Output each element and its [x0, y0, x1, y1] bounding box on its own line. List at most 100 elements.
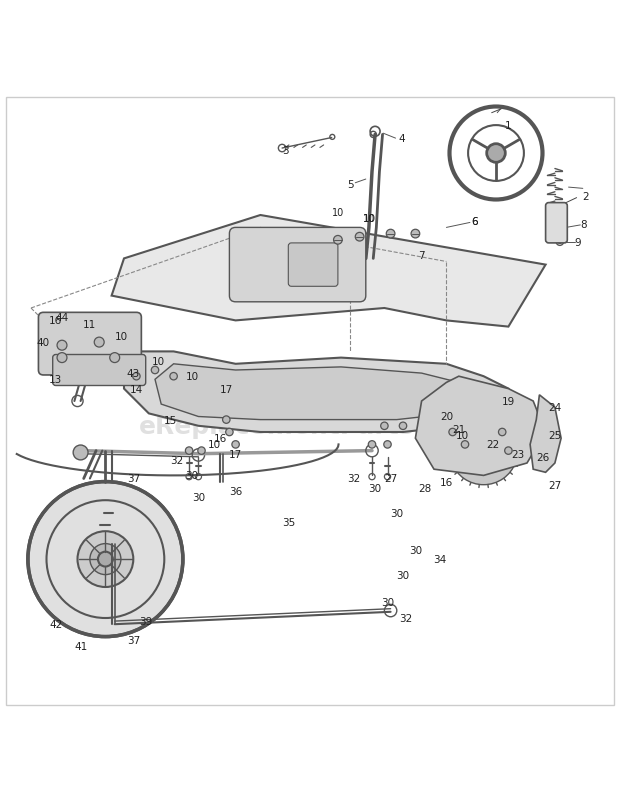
- Text: 28: 28: [418, 483, 432, 493]
- Text: 27: 27: [548, 480, 562, 490]
- Circle shape: [57, 353, 67, 363]
- Text: 30: 30: [381, 597, 394, 608]
- Text: 14: 14: [130, 384, 143, 394]
- Circle shape: [110, 353, 120, 363]
- Text: 16: 16: [213, 434, 227, 443]
- Circle shape: [185, 447, 193, 454]
- Circle shape: [399, 422, 407, 430]
- Circle shape: [368, 441, 376, 449]
- Text: 30: 30: [368, 483, 382, 493]
- Circle shape: [78, 532, 133, 587]
- Text: 1: 1: [505, 121, 511, 131]
- Text: 10: 10: [114, 332, 128, 341]
- Circle shape: [498, 429, 506, 436]
- Polygon shape: [124, 352, 508, 433]
- Text: 8: 8: [581, 220, 587, 230]
- Circle shape: [384, 441, 391, 449]
- Circle shape: [198, 447, 205, 454]
- Text: 10: 10: [332, 208, 344, 218]
- Text: 30: 30: [192, 492, 205, 503]
- Text: eReplacementParts.com: eReplacementParts.com: [138, 414, 482, 438]
- Text: 13: 13: [49, 375, 63, 385]
- Circle shape: [28, 482, 183, 637]
- Text: 25: 25: [548, 430, 562, 441]
- Text: 30: 30: [396, 570, 410, 580]
- Text: 16: 16: [440, 477, 453, 487]
- Circle shape: [73, 446, 88, 460]
- Text: 19: 19: [502, 397, 515, 406]
- Circle shape: [381, 422, 388, 430]
- Polygon shape: [415, 377, 546, 476]
- Circle shape: [223, 417, 230, 424]
- Text: 10: 10: [362, 214, 376, 224]
- Circle shape: [449, 429, 456, 436]
- Text: 34: 34: [433, 554, 447, 565]
- Circle shape: [411, 230, 420, 238]
- Text: 37: 37: [126, 474, 140, 484]
- Circle shape: [386, 230, 395, 238]
- Text: 10: 10: [151, 357, 165, 366]
- Text: 10: 10: [185, 372, 199, 381]
- Text: 5: 5: [347, 180, 353, 190]
- Text: 36: 36: [229, 487, 242, 496]
- Text: 30: 30: [390, 508, 404, 518]
- Text: 17: 17: [219, 384, 233, 394]
- Text: 44: 44: [55, 313, 69, 323]
- Text: 3: 3: [282, 145, 288, 156]
- Text: 27: 27: [384, 474, 397, 484]
- Text: 10: 10: [207, 440, 221, 450]
- Circle shape: [232, 441, 239, 449]
- Text: 9: 9: [575, 238, 581, 247]
- Text: 2: 2: [583, 192, 589, 202]
- FancyBboxPatch shape: [229, 228, 366, 303]
- FancyBboxPatch shape: [53, 355, 146, 386]
- Text: 10: 10: [455, 430, 469, 441]
- FancyBboxPatch shape: [546, 203, 567, 243]
- Text: 32: 32: [347, 474, 360, 484]
- Text: 17: 17: [229, 449, 242, 459]
- Text: 6: 6: [472, 217, 478, 227]
- Text: 41: 41: [74, 641, 87, 651]
- Circle shape: [334, 236, 342, 245]
- Text: 23: 23: [511, 449, 525, 459]
- Circle shape: [94, 338, 104, 348]
- Text: 16: 16: [49, 316, 63, 326]
- Circle shape: [90, 544, 121, 575]
- Text: 39: 39: [139, 617, 153, 626]
- FancyBboxPatch shape: [38, 313, 141, 376]
- Circle shape: [57, 340, 67, 351]
- Text: 20: 20: [440, 412, 453, 422]
- Circle shape: [461, 441, 469, 449]
- Text: 43: 43: [126, 369, 140, 379]
- Circle shape: [487, 145, 505, 163]
- Text: 40: 40: [37, 338, 50, 348]
- Text: 26: 26: [536, 452, 549, 463]
- Circle shape: [133, 373, 140, 381]
- Text: 6: 6: [472, 217, 478, 227]
- Text: 42: 42: [49, 619, 63, 630]
- Text: 37: 37: [126, 635, 140, 645]
- Text: 30: 30: [185, 471, 199, 481]
- Circle shape: [151, 367, 159, 374]
- Polygon shape: [530, 395, 561, 473]
- Circle shape: [226, 429, 233, 436]
- Circle shape: [355, 233, 364, 242]
- Circle shape: [170, 373, 177, 381]
- Text: 32: 32: [399, 613, 413, 623]
- Text: 24: 24: [548, 402, 562, 413]
- Text: 21: 21: [452, 424, 466, 434]
- Circle shape: [505, 447, 512, 454]
- Wedge shape: [451, 459, 516, 485]
- Text: 22: 22: [486, 440, 500, 450]
- Polygon shape: [112, 216, 546, 327]
- Text: 32: 32: [170, 455, 184, 465]
- Text: 35: 35: [281, 517, 295, 528]
- Text: 10: 10: [363, 214, 375, 224]
- Text: 11: 11: [83, 319, 97, 329]
- Polygon shape: [155, 365, 459, 420]
- Text: 7: 7: [418, 251, 425, 261]
- Text: 4: 4: [399, 133, 405, 143]
- FancyBboxPatch shape: [288, 243, 338, 287]
- Circle shape: [98, 552, 113, 567]
- Text: 30: 30: [409, 545, 422, 555]
